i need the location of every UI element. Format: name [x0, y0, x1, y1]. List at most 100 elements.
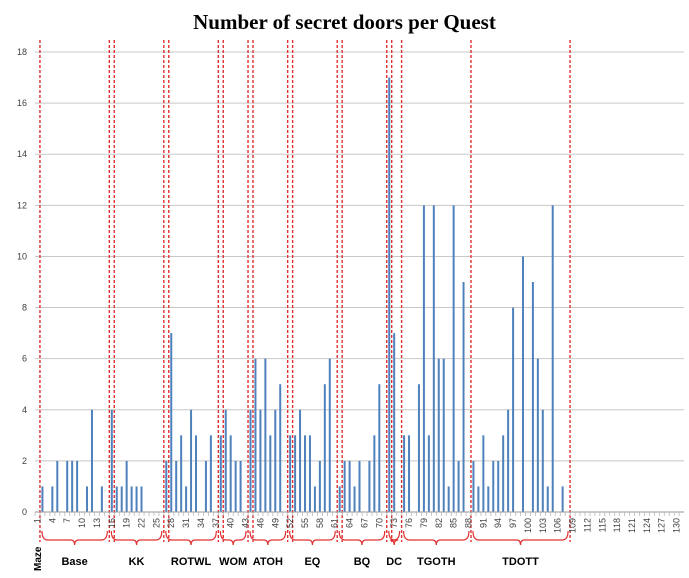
bar: [338, 486, 341, 512]
x-tick-label: 70: [374, 518, 384, 528]
x-tick-label: 82: [434, 518, 444, 528]
group-brace: [110, 530, 163, 546]
x-tick-label: 88: [463, 518, 473, 528]
x-tick-label: 124: [642, 518, 652, 533]
bar: [90, 409, 93, 512]
x-tick-label: 91: [478, 518, 488, 528]
bar: [452, 205, 455, 513]
group-label: Base: [61, 556, 87, 568]
y-tick-label: 2: [22, 456, 27, 466]
bar: [41, 486, 44, 512]
group-brace: [219, 530, 247, 546]
x-tick-label: 49: [270, 518, 280, 528]
bar: [135, 486, 138, 512]
bar: [308, 435, 311, 512]
bar: [432, 205, 435, 513]
bar: [125, 460, 128, 512]
x-tick-label: 10: [77, 518, 87, 528]
x-tick-label: 97: [508, 518, 518, 528]
bar: [120, 486, 123, 512]
x-tick-label: 55: [300, 518, 310, 528]
y-tick-label: 6: [22, 354, 27, 364]
bar: [348, 460, 351, 512]
bar: [219, 435, 222, 512]
group-label: KK: [129, 556, 145, 568]
bar: [289, 435, 292, 512]
bar: [165, 460, 168, 512]
bar: [546, 486, 549, 512]
bar: [279, 384, 282, 512]
bar: [472, 460, 475, 512]
x-tick-label: 7: [62, 518, 72, 523]
bar: [110, 409, 113, 512]
y-tick-label: 0: [22, 507, 27, 517]
bar: [417, 384, 420, 512]
bar: [224, 409, 227, 512]
x-tick-label: 106: [553, 518, 563, 533]
group-brace: [249, 530, 287, 546]
x-tick-label: 73: [389, 518, 399, 528]
bar: [185, 486, 188, 512]
bar: [259, 409, 262, 512]
bar: [403, 435, 406, 512]
bar: [71, 460, 74, 512]
x-tick-label: 19: [122, 518, 132, 528]
x-tick-label: 109: [568, 518, 578, 533]
x-tick-label: 25: [151, 518, 161, 528]
bar: [304, 435, 307, 512]
bar: [264, 358, 267, 512]
bar: [408, 435, 411, 512]
bar: [536, 358, 539, 512]
x-tick-label: 40: [226, 518, 236, 528]
x-tick-label: 100: [523, 518, 533, 533]
bar: [442, 358, 445, 512]
bar: [437, 358, 440, 512]
x-tick-label: 112: [582, 518, 592, 532]
x-tick-label: 4: [47, 518, 57, 523]
bar: [551, 205, 554, 513]
bar: [388, 77, 391, 513]
quest-groups: Base KK ROTWL WOM ATOH EQ BQ DC TGOTH TDOTT: [41, 530, 569, 568]
x-tick-label: 46: [255, 518, 265, 528]
bar: [294, 435, 297, 512]
bar: [462, 282, 465, 512]
x-tick-label: 28: [166, 518, 176, 528]
bar: [502, 435, 505, 512]
bar: [180, 435, 183, 512]
bar: [115, 486, 118, 512]
group-brace: [41, 530, 108, 546]
bar: [195, 435, 198, 512]
group-label: ATOH: [253, 556, 283, 568]
bar: [299, 409, 302, 512]
x-tick-label: 52: [285, 518, 295, 528]
x-tick-label: 22: [137, 518, 147, 528]
bar: [318, 460, 321, 512]
bar: [328, 358, 331, 512]
group-label: EQ: [304, 556, 320, 568]
bar: [170, 333, 173, 512]
group-label: TGOTH: [417, 556, 456, 568]
bar: [140, 486, 143, 512]
bar: [427, 435, 430, 512]
bar: [209, 435, 212, 512]
x-tick-label: 43: [241, 518, 251, 528]
bar: [393, 333, 396, 512]
y-tick-label: 12: [17, 200, 27, 210]
bar: [447, 486, 450, 512]
bar: [229, 435, 232, 512]
bar: [477, 486, 480, 512]
group-brace: [472, 530, 569, 546]
bar: [323, 384, 326, 512]
y-tick-label: 18: [17, 47, 27, 57]
x-tick-label: 118: [612, 518, 622, 532]
group-label: BQ: [354, 556, 371, 568]
bar: [239, 460, 242, 512]
y-tick-label: 14: [17, 149, 27, 159]
group-label: TDOTT: [502, 556, 539, 568]
bar: [368, 460, 371, 512]
x-tick-label: 127: [657, 518, 667, 533]
bar: [269, 435, 272, 512]
group-brace: [338, 530, 386, 546]
bar: [497, 460, 500, 512]
